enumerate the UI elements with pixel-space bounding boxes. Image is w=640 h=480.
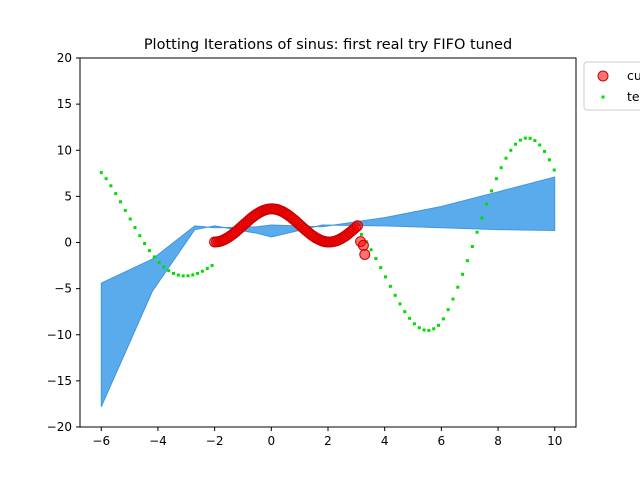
te-point xyxy=(538,143,542,147)
te-point xyxy=(157,260,161,264)
te-point xyxy=(99,171,103,175)
te-point xyxy=(504,156,508,160)
te-point xyxy=(384,275,387,279)
te-point xyxy=(172,271,175,275)
te-point xyxy=(523,136,527,140)
cu-point xyxy=(359,249,371,260)
te-point xyxy=(461,272,465,276)
te-point xyxy=(412,322,416,326)
te-point xyxy=(369,248,373,252)
te-point xyxy=(128,217,132,221)
te-point xyxy=(109,184,113,188)
y-tick-label: 5 xyxy=(64,189,72,203)
te-point xyxy=(451,297,455,301)
te-point xyxy=(104,177,108,181)
te-point xyxy=(181,274,185,278)
te-point xyxy=(123,208,127,212)
te-point xyxy=(205,267,209,270)
legend-cu-label: cu xyxy=(627,68,640,83)
te-point xyxy=(417,326,421,330)
te-point xyxy=(499,166,503,170)
te-point xyxy=(133,226,137,229)
te-point xyxy=(552,168,556,172)
te-point xyxy=(518,138,522,142)
x-tick-label: 8 xyxy=(494,434,502,448)
te-point xyxy=(143,242,147,245)
te-point xyxy=(475,230,479,234)
te-point xyxy=(480,216,484,220)
te-point xyxy=(167,269,171,273)
te-point xyxy=(191,273,195,277)
x-tick-label: 2 xyxy=(324,434,332,448)
te-point xyxy=(186,274,190,278)
te-point xyxy=(393,293,397,297)
cu-point xyxy=(357,239,369,251)
y-tick-label: −10 xyxy=(47,328,72,342)
x-tick-label: 0 xyxy=(267,434,275,448)
te-point xyxy=(432,327,436,331)
y-tick-label: −15 xyxy=(47,374,72,388)
te-point xyxy=(509,148,513,152)
te-point xyxy=(408,316,412,320)
te-point xyxy=(210,264,214,267)
te-point xyxy=(456,285,460,289)
cu-point xyxy=(352,220,363,232)
chart-title: Plotting Iterations of sinus: first real… xyxy=(144,37,512,53)
x-tick-label: −2 xyxy=(206,434,224,448)
x-tick-label: −4 xyxy=(149,434,167,448)
te-point xyxy=(200,269,204,273)
y-tick-label: 20 xyxy=(57,51,72,65)
te-point xyxy=(176,273,180,277)
y-tick-label: 10 xyxy=(57,143,72,157)
te-point xyxy=(114,192,118,196)
te-point xyxy=(119,200,122,204)
te-point xyxy=(528,136,532,140)
te-point xyxy=(359,232,363,236)
x-tick-label: −6 xyxy=(92,434,110,448)
te-point xyxy=(422,328,426,332)
legend-te-label: te xyxy=(627,89,640,104)
te-point xyxy=(162,265,166,269)
te-point xyxy=(465,259,469,263)
te-point xyxy=(494,177,498,181)
y-tick-label: 15 xyxy=(57,97,72,111)
legend-cu-marker xyxy=(597,70,609,82)
te-point xyxy=(543,149,546,153)
te-point xyxy=(152,255,156,259)
te-point xyxy=(403,310,407,314)
te-point xyxy=(427,328,431,332)
te-point xyxy=(485,202,489,206)
te-point xyxy=(533,139,537,143)
te-point xyxy=(446,308,450,312)
te-point xyxy=(514,142,518,146)
te-point xyxy=(379,266,383,270)
te-point xyxy=(138,234,142,238)
te-point xyxy=(441,317,445,321)
x-tick-label: 6 xyxy=(438,434,446,448)
te-point xyxy=(547,158,551,162)
te-point xyxy=(388,284,392,288)
te-point xyxy=(196,271,200,275)
te-point xyxy=(374,257,378,260)
x-tick-label: 10 xyxy=(547,434,562,448)
y-tick-label: −20 xyxy=(47,420,72,434)
te-point xyxy=(490,189,493,193)
te-point xyxy=(437,323,440,327)
y-tick-label: −5 xyxy=(54,282,72,296)
te-point xyxy=(398,302,402,306)
legend-te-marker xyxy=(601,95,605,99)
te-point xyxy=(147,249,151,253)
x-tick-label: 4 xyxy=(381,434,389,448)
y-tick-label: 0 xyxy=(64,236,72,250)
te-point xyxy=(470,245,474,248)
